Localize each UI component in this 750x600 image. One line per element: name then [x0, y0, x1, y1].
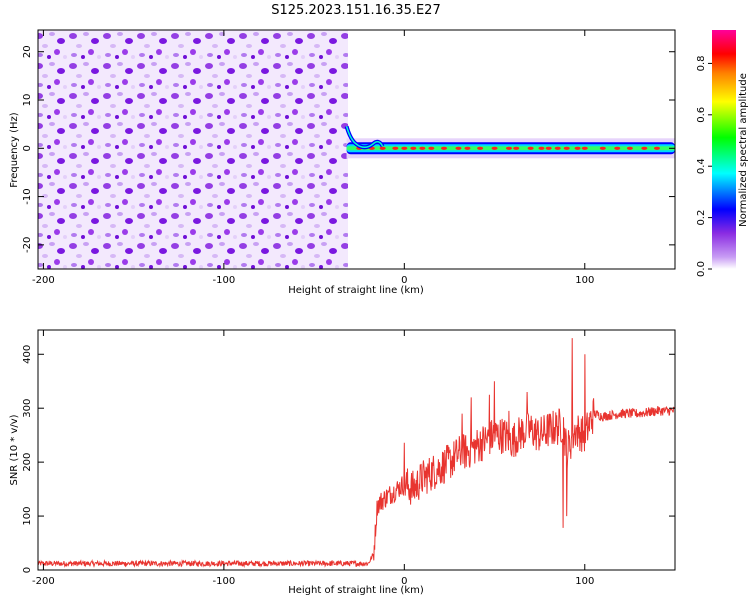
snr-xtick-label: -200 — [32, 576, 55, 587]
snr-xtick-label: 100 — [575, 576, 594, 587]
snr-ytick-label: 200 — [22, 453, 33, 472]
snr-series-line — [38, 338, 675, 569]
snr-ytick-label: 400 — [22, 345, 33, 364]
band-peak — [581, 146, 588, 150]
colorbar-label: Normalized spectral amplitude — [738, 73, 749, 227]
spectrogram-ytick-label: -20 — [22, 237, 33, 253]
spectrogram-xlabel: Height of straight line (km) — [288, 285, 424, 296]
spectrogram-xtick-label: 100 — [575, 275, 594, 286]
colorbar-tick-label: 0.8 — [696, 55, 707, 71]
spectrogram-ytick-label: -10 — [22, 188, 33, 204]
signal-band — [344, 125, 675, 159]
band-peak — [379, 146, 386, 150]
snr-frame — [37, 329, 676, 571]
band-peak — [401, 146, 408, 150]
band-peak — [477, 146, 484, 150]
colorbar-tick-label: 0.4 — [696, 158, 707, 174]
snr-panel: -200 -100 0 100 0 100 200 300 400 Height of stra… — [9, 329, 676, 596]
snr-ytick-label: 0 — [22, 567, 33, 573]
band-peak — [563, 146, 570, 150]
band-onset-core — [345, 126, 384, 149]
band-peak — [505, 146, 512, 150]
spectrogram-ytick-label: 10 — [22, 94, 33, 107]
spectrogram-xtick-label: -200 — [32, 275, 55, 286]
band-peak — [513, 146, 520, 150]
spectrogram-ytick-label: 0 — [22, 145, 33, 151]
band-peak — [554, 146, 561, 150]
colorbar-tick-label: 0.2 — [696, 210, 707, 226]
spectrogram-ylabel: Frequency (Hz) — [9, 112, 20, 188]
band-peak — [653, 146, 660, 150]
band-peak — [419, 146, 426, 150]
spectrogram-ytick-label: 20 — [22, 45, 33, 58]
snr-ylabel: SNR (10 * v/v) — [9, 414, 20, 485]
band-peak — [599, 146, 606, 150]
chart-title: S125.2023.151.16.35.E27 — [271, 3, 440, 18]
colorbar-gradient — [712, 30, 736, 269]
band-peak — [464, 146, 471, 150]
band-peak — [527, 146, 534, 150]
band-peak — [428, 146, 435, 150]
band-peak — [545, 146, 552, 150]
band-peak — [441, 146, 448, 150]
spectrogram-frame — [37, 29, 676, 270]
band-peak — [410, 146, 417, 150]
snr-ytick-label: 100 — [22, 507, 33, 526]
spectrogram-xtick-label: -100 — [213, 275, 236, 286]
colorbar: 0.0 0.2 0.4 0.6 0.8 Normalized spectral ampl… — [696, 30, 749, 277]
band-peak — [538, 146, 545, 150]
band-peak — [392, 146, 399, 150]
band-peak — [455, 146, 462, 150]
band-peak — [614, 146, 621, 150]
snr-xtick-label: -100 — [213, 576, 236, 587]
colorbar-tick-label: 0.0 — [696, 261, 707, 277]
band-peak — [641, 146, 648, 150]
band-peak — [626, 146, 633, 150]
colorbar-tick-label: 0.6 — [696, 107, 707, 123]
band-peak — [574, 146, 581, 150]
spectrogram-xtick-label: 0 — [401, 275, 407, 286]
snr-xtick-label: 0 — [401, 576, 407, 587]
noise-region — [38, 30, 348, 269]
snr-xlabel: Height of straight line (km) — [288, 585, 424, 596]
band-peak — [491, 146, 498, 150]
snr-ytick-label: 300 — [22, 399, 33, 418]
